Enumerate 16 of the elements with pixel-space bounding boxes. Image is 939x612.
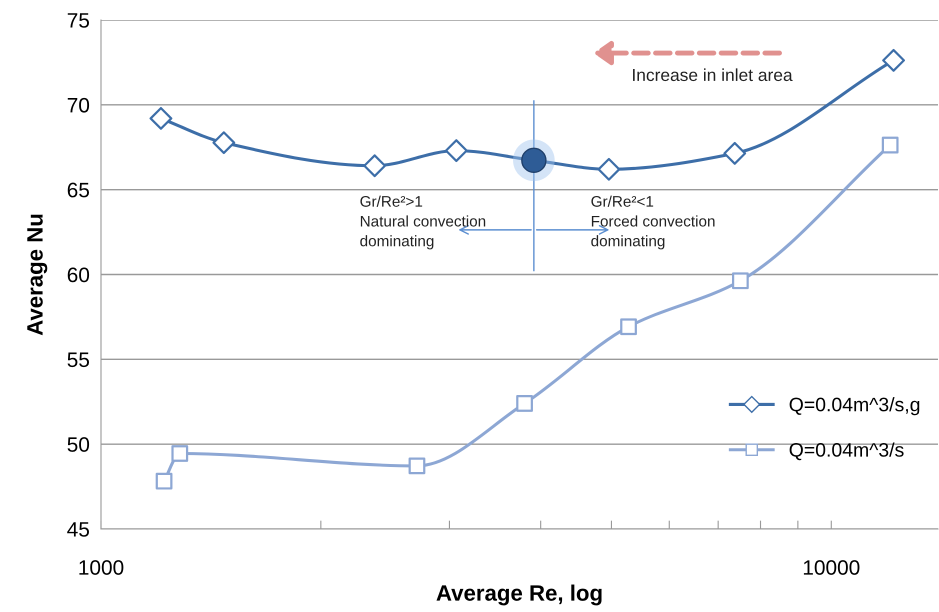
annotation: Gr/Re²<1 Forced convection dominating bbox=[591, 196, 714, 250]
annotation: Gr/Re²>1 Natural convection dominating bbox=[360, 196, 486, 250]
y-tick-label: 60 bbox=[68, 268, 90, 282]
x-tick-label: 10000 bbox=[804, 560, 860, 575]
y-tick-label: 55 bbox=[68, 352, 90, 368]
y-tick-label: 65 bbox=[68, 182, 90, 198]
x-tick-label: 1000 bbox=[79, 560, 124, 575]
y-tick-label: 50 bbox=[68, 437, 90, 452]
y-tick-label: 75 bbox=[68, 13, 90, 28]
legend-label: Q=0.04m^3/s,g bbox=[790, 397, 920, 416]
annotation: Increase in inlet area bbox=[633, 68, 793, 82]
y-tick-label: 70 bbox=[68, 98, 90, 113]
y-axis-title: Average Nu bbox=[27, 214, 48, 336]
x-axis-title: Average Re, log bbox=[436, 584, 602, 606]
legend-label: Q=0.04m^3/s bbox=[790, 442, 904, 460]
y-tick-label: 45 bbox=[67, 522, 90, 537]
